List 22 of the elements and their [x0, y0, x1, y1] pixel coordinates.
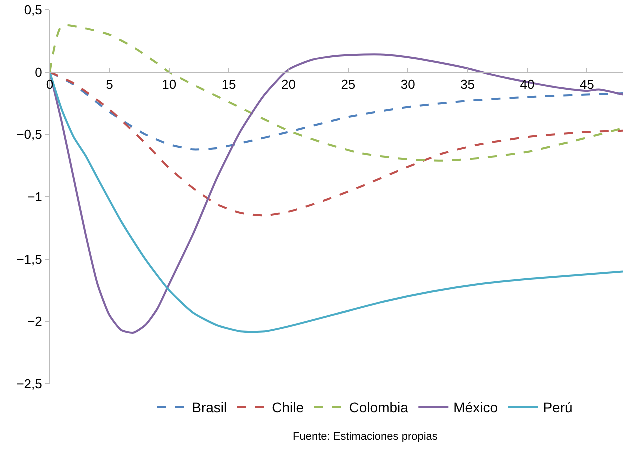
- x-tick-label: 5: [106, 76, 114, 92]
- x-tick-label: 35: [460, 76, 476, 92]
- y-tick-label: −1: [28, 190, 42, 205]
- y-tick-label: −2,5: [16, 376, 42, 392]
- legend-label: Brasil: [192, 400, 228, 416]
- x-tick-label: 10: [162, 76, 177, 92]
- y-tick-label: −1,5: [16, 252, 42, 267]
- legend-label: Chile: [272, 400, 304, 416]
- x-tick-label: 30: [400, 76, 416, 92]
- x-tick-label: 20: [282, 76, 296, 92]
- x-tick-label: 45: [580, 76, 594, 92]
- legend-label: México: [454, 400, 498, 416]
- y-tick-label: −2: [28, 314, 42, 330]
- y-tick-label: 0: [35, 64, 42, 80]
- y-tick-label: 0,5: [24, 2, 42, 18]
- legend-label: Colombia: [349, 400, 409, 416]
- x-tick-label: 15: [222, 76, 236, 92]
- x-tick-label: 25: [341, 76, 356, 92]
- source-note: Fuente: Estimaciones propias: [293, 431, 438, 443]
- y-tick-label: −0,5: [16, 127, 42, 142]
- x-tick-label: 0: [46, 76, 54, 92]
- legend-label: Perú: [543, 400, 573, 416]
